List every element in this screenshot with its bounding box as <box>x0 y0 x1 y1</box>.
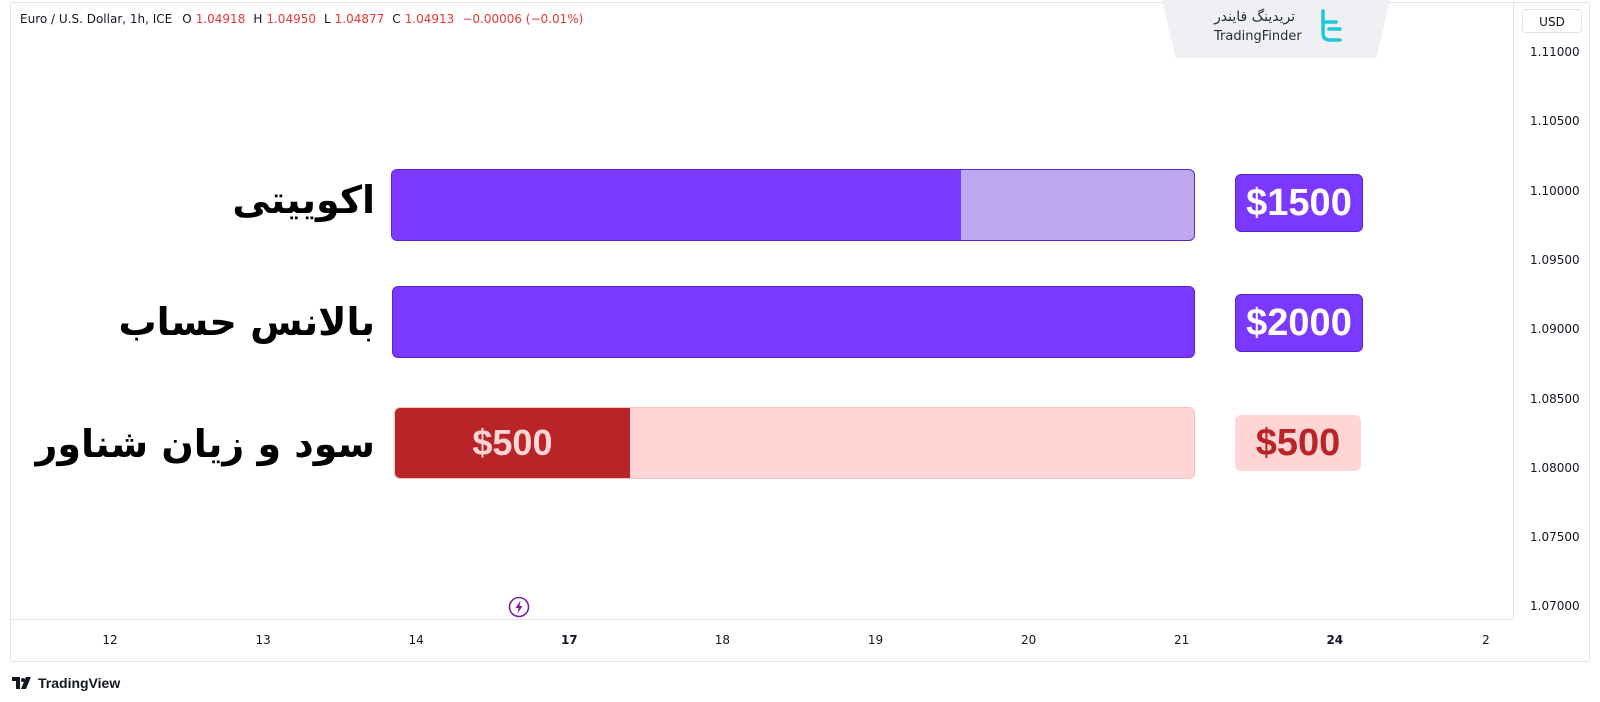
brand-name-fa: تریدینگ فایندر <box>1214 9 1296 25</box>
close-value: 1.04913 <box>404 12 455 26</box>
equity-label: اکوییتی <box>232 178 375 222</box>
symbol-legend: Euro / U.S. Dollar, 1h, ICE O 1.04918 H 1.… <box>20 12 587 26</box>
price-tick-label: 1.09500 <box>1530 252 1580 267</box>
equity-bar <box>391 169 1195 241</box>
price-tick-label: 1.07000 <box>1530 599 1580 614</box>
high-value: 1.04950 <box>266 12 316 26</box>
high-label: H <box>253 12 263 26</box>
price-tick-label: 1.10000 <box>1530 183 1580 198</box>
price-tick-label: 1.09000 <box>1530 322 1580 337</box>
balance-value-box: $2000 <box>1235 294 1363 352</box>
time-tick-label: 13 <box>255 633 271 647</box>
tradingview-logo[interactable]: TradingView <box>12 675 120 691</box>
price-tick-label: 1.08500 <box>1530 391 1580 406</box>
symbol-title[interactable]: Euro / U.S. Dollar, 1h, ICE <box>20 12 173 26</box>
time-tick-label: 20 <box>1020 633 1037 647</box>
low-value: 1.04877 <box>334 12 385 26</box>
tradingview-wordmark: TradingView <box>38 675 121 691</box>
balance-label: بالانس حساب <box>118 300 375 344</box>
low-label: L <box>323 12 331 26</box>
price-tick-label: 1.07500 <box>1530 530 1580 545</box>
time-tick-label: 14 <box>408 633 424 647</box>
time-tick-label: 21 <box>1174 633 1190 647</box>
time-tick-label: 19 <box>867 633 884 647</box>
currency-button[interactable]: USD <box>1522 9 1582 33</box>
time-tick-label: 18 <box>714 633 731 647</box>
equity-bar-fill <box>392 170 962 240</box>
pnl-label: سود و زیان شناور <box>35 422 376 466</box>
tradingview-logo-icon <box>12 677 31 689</box>
brand-name-en: TradingFinder <box>1214 29 1302 44</box>
price-tick-label: 1.11000 <box>1530 45 1580 59</box>
time-axis[interactable] <box>10 619 1513 662</box>
brand-watermark <box>1162 0 1390 58</box>
time-tick-label: 17 <box>560 633 578 647</box>
time-tick-label: 12 <box>102 633 118 647</box>
lightning-icon[interactable] <box>508 596 530 618</box>
open-label: O <box>182 12 192 26</box>
balance-bar-fill <box>393 287 1194 357</box>
price-tick-label: 1.10500 <box>1530 114 1580 129</box>
time-tick-label: 2 <box>1482 633 1490 647</box>
balance-bar <box>392 286 1195 358</box>
open-value: 1.04918 <box>195 12 246 26</box>
pnl-bar-value: $500 <box>472 422 553 463</box>
tradingfinder-logo-icon <box>1321 9 1342 42</box>
price-axis[interactable] <box>1513 2 1590 619</box>
pnl-value-box: $500 <box>1235 415 1361 471</box>
time-tick-label: 24 <box>1326 633 1344 647</box>
equity-value-box: $1500 <box>1235 174 1363 232</box>
change-value: −0.00006 (−0.01%) <box>462 12 584 26</box>
pnl-bar: $500 <box>394 407 1195 479</box>
close-label: C <box>392 12 401 26</box>
pnl-bar-fill <box>395 408 630 478</box>
price-tick-label: 1.08000 <box>1530 460 1580 475</box>
